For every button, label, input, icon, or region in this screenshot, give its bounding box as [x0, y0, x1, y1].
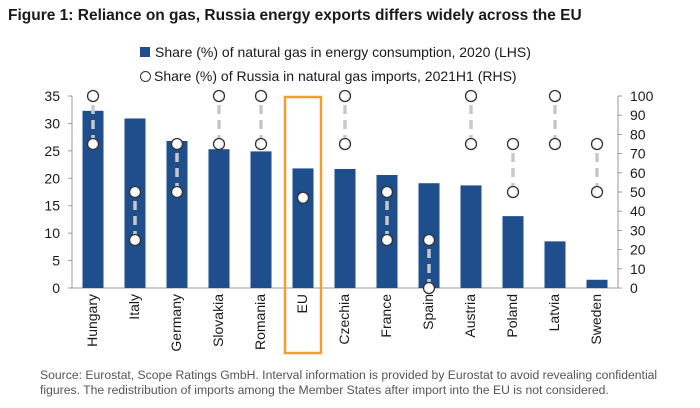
bar-germany: [166, 140, 188, 288]
left-tick-label: 35: [44, 88, 60, 104]
category-label-slovakia: Slovakia: [210, 294, 226, 347]
interval-marker-low: [338, 137, 352, 151]
right-tick-label: 80: [630, 126, 646, 142]
interval-marker-high: [254, 89, 268, 103]
interval-marker-low: [590, 185, 604, 199]
right-tick-label: 10: [630, 261, 646, 277]
right-tick-label: 0: [630, 280, 638, 296]
interval-marker-high: [212, 89, 226, 103]
interval-marker-high: [422, 233, 436, 247]
legend-item-russia-share: Share (%) of Russia in natural gas impor…: [140, 68, 517, 84]
bar-slovakia: [208, 149, 230, 288]
interval-marker-high: [338, 89, 352, 103]
legend-bar-swatch: [140, 47, 150, 57]
category-label-latvia: Latvia: [546, 294, 562, 332]
interval-marker-high: [464, 89, 478, 103]
point-marker-eu: [296, 191, 310, 204]
bar-czechia: [334, 168, 356, 288]
category-label-austria: Austria: [462, 294, 478, 338]
category-label-france: France: [378, 294, 394, 338]
left-tick-label: 0: [52, 280, 60, 296]
interval-marker-high: [380, 185, 394, 199]
bar-austria: [460, 185, 482, 288]
highlight-box: [283, 95, 323, 355]
interval-marker-low: [128, 233, 142, 247]
interval-marker-high: [590, 137, 604, 151]
legend-item-gas-consumption: Share (%) of natural gas in energy consu…: [140, 44, 531, 60]
left-tick-label: 15: [44, 198, 60, 214]
interval-marker-high: [548, 89, 562, 103]
bar-sweden: [586, 279, 608, 288]
category-label-hungary: Hungary: [84, 294, 100, 347]
interval-marker-low: [170, 185, 184, 199]
category-label-italy: Italy: [126, 294, 142, 320]
eu-highlight: [283, 95, 323, 355]
interval-marker-low: [464, 137, 478, 151]
bar-poland: [502, 216, 524, 288]
category-label-sweden: Sweden: [588, 294, 604, 345]
bar-latvia: [544, 241, 566, 288]
interval-marker-low: [254, 137, 268, 151]
interval-marker-low: [506, 185, 520, 199]
right-tick-label: 100: [630, 88, 654, 104]
tick-labels: 0 5 10 15 20 25 30 35 0 10 20 30 40 50 60 70 80 90 100 Hung…: [44, 88, 653, 352]
left-tick-label: 20: [44, 170, 60, 186]
interval-marker-low: [212, 137, 226, 151]
interval-marker-low: [86, 137, 100, 151]
interval-marker-low: [380, 233, 394, 247]
interval-series: [86, 89, 604, 295]
interval-marker-high: [506, 137, 520, 151]
right-tick-label: 30: [630, 222, 646, 238]
interval-marker-high: [128, 185, 142, 199]
right-tick-label: 50: [630, 184, 646, 200]
chart-title: Figure 1: Reliance on gas, Russia energy…: [8, 7, 582, 24]
legend-circle-marker: [140, 70, 151, 82]
category-label-poland: Poland: [504, 294, 520, 338]
bar-hungary: [82, 110, 104, 288]
left-tick-label: 30: [44, 115, 60, 131]
right-tick-label: 90: [630, 107, 646, 123]
interval-marker-high: [86, 89, 100, 103]
bar-romania: [250, 151, 272, 288]
right-tick-label: 20: [630, 242, 646, 258]
interval-marker-high: [170, 137, 184, 151]
interval-marker-low: [422, 281, 436, 295]
source-note: Source: Eurostat, Scope Ratings GmbH. In…: [40, 368, 658, 397]
left-tick-label: 5: [52, 253, 60, 269]
bar-eu: [292, 168, 314, 288]
category-label-czechia: Czechia: [336, 294, 352, 345]
category-label-romania: Romania: [252, 294, 268, 350]
category-label-germany: Germany: [168, 294, 184, 352]
category-label-spain: Spain: [420, 294, 436, 330]
left-tick-label: 10: [44, 225, 60, 241]
left-tick-label: 25: [44, 143, 60, 159]
chart-plot: 0 5 10 15 20 25 30 35 0 10 20 30 40 50 60 70 80 90 100 Hung…: [44, 88, 654, 355]
legend-label-russia-share: Share (%) of Russia in natural gas impor…: [154, 68, 517, 84]
category-label-eu: EU: [294, 294, 310, 313]
interval-marker-low: [548, 137, 562, 151]
right-tick-label: 40: [630, 203, 646, 219]
right-tick-label: 60: [630, 165, 646, 181]
legend-label-gas-consumption: Share (%) of natural gas in energy consu…: [155, 44, 531, 60]
right-tick-label: 70: [630, 146, 646, 162]
